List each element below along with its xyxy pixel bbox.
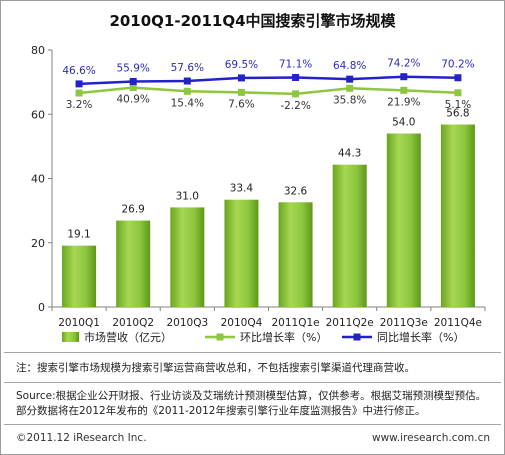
- copyright-text: ©2011.12 iResearch Inc.: [16, 432, 147, 444]
- qoq-point: [237, 88, 245, 96]
- y-axis: 0 20 40 60 80: [31, 44, 53, 314]
- x-tick-label: 2010Q3: [166, 317, 208, 329]
- legend-label-revenue: 市场营收（亿元）: [84, 330, 172, 344]
- yoy-line: [79, 75, 458, 86]
- y-tick-label: 80: [31, 44, 45, 57]
- bar-value-label: 56.8: [446, 108, 469, 120]
- legend-swatch-revenue: [62, 332, 79, 342]
- x-tick-label: 2010Q1: [58, 317, 100, 329]
- note-divider: [4, 382, 501, 383]
- yoy-point: [75, 80, 83, 88]
- x-tick-label: 2011Q2e: [326, 317, 374, 329]
- qoq-point: [346, 84, 354, 92]
- yoy-value-label: 74.2%: [387, 58, 420, 70]
- qoq-value-label: 40.9%: [117, 94, 150, 106]
- bar-2010Q2: [116, 220, 151, 307]
- qoq-point: [75, 89, 83, 97]
- yoy-series: 46.6% 55.9% 57.6% 69.5% 71.1% 64.8% 74.2% 70.2%: [62, 58, 475, 88]
- qoq-series: 3.2% 40.9% 15.4% 7.6% -2.2% 35.8% 21.9% 5.1%: [66, 84, 472, 112]
- yoy-point: [183, 77, 191, 85]
- y-tick-label: 20: [31, 237, 45, 250]
- x-tick-label: 2010Q4: [221, 317, 263, 329]
- legend-label-qoq: 环比增长率（%）: [240, 330, 327, 344]
- legend-item-qoq: 环比增长率（%）: [205, 330, 327, 344]
- yoy-value-label: 57.6%: [171, 62, 204, 74]
- bar-value-label: 33.4: [230, 183, 254, 195]
- bar-value-label: 19.1: [67, 229, 90, 241]
- legend-marker-qoq: [216, 333, 224, 341]
- legend-label-yoy: 同比增长率（%）: [377, 330, 464, 344]
- qoq-value-label: -2.2%: [280, 100, 310, 112]
- qoq-value-label: 5.1%: [445, 99, 472, 111]
- bar-2011Q3e: [386, 133, 421, 307]
- legend-marker-yoy: [353, 333, 361, 341]
- chart-title: 2010Q1-2011Q4中国搜索引擎市场规模: [109, 12, 396, 30]
- x-axis: 2010Q1 2010Q2 2010Q3 2010Q4 2011Q1e 2011Q2e 20…: [51, 306, 486, 329]
- yoy-point: [237, 74, 245, 82]
- chart-source: Source:根据企业公开财报、行业访谈及艾瑞统计预测模型估算，仅供参考。根据艾…: [16, 390, 487, 417]
- bar-value-label: 31.0: [176, 190, 199, 202]
- qoq-value-label: 35.8%: [333, 94, 366, 106]
- chart: 0 20 40 60 80 2010Q1 2010Q2 2010Q3 2010Q4 2011Q1…: [31, 44, 486, 344]
- qoq-value-label: 21.9%: [387, 96, 420, 108]
- yoy-value-label: 46.6%: [62, 65, 95, 77]
- x-tick-label: 2011Q1e: [271, 317, 319, 329]
- yoy-value-label: 70.2%: [441, 59, 474, 71]
- bar-value-label: 44.3: [338, 148, 361, 160]
- bar-2010Q1: [62, 245, 97, 307]
- bars: [62, 124, 475, 307]
- bar-2010Q3: [170, 207, 205, 307]
- bar-2010Q4: [224, 199, 259, 307]
- bar-2011Q4e: [440, 124, 475, 307]
- legend-item-revenue: 市场营收（亿元）: [62, 330, 172, 344]
- yoy-value-label: 69.5%: [225, 59, 258, 71]
- bar-value-label: 26.9: [121, 204, 144, 216]
- qoq-line: [78, 86, 458, 96]
- bar-value-label: 32.6: [284, 185, 308, 197]
- yoy-point: [346, 75, 354, 83]
- yoy-point: [454, 74, 462, 82]
- qoq-point: [400, 86, 408, 94]
- legend-item-yoy: 同比增长率（%）: [342, 330, 464, 344]
- qoq-point: [292, 90, 300, 98]
- yoy-point: [292, 74, 300, 82]
- y-tick-label: 40: [31, 173, 45, 186]
- legend: 市场营收（亿元） 环比增长率（%） 同比增长率（%）: [62, 330, 464, 344]
- website-text: www.iresearch.com.cn: [371, 432, 490, 444]
- y-tick-label: 0: [38, 301, 45, 314]
- yoy-value-label: 64.8%: [333, 60, 366, 72]
- qoq-value-label: 7.6%: [228, 98, 255, 110]
- yoy-point: [400, 73, 408, 81]
- footer-divider: [4, 424, 501, 425]
- legend-divider: [4, 352, 501, 353]
- qoq-point: [454, 89, 462, 97]
- yoy-value-label: 55.9%: [117, 62, 150, 74]
- yoy-point: [129, 77, 137, 85]
- x-tick-label: 2010Q2: [112, 317, 154, 329]
- y-tick-label: 60: [31, 108, 45, 121]
- qoq-point: [129, 84, 137, 92]
- chart-note: 注：搜索引擎市场规模为搜索引擎运营商营收总和，不包括搜索引擎渠道代理商营收。: [16, 362, 415, 374]
- qoq-value-label: 3.2%: [66, 99, 93, 111]
- bar-value-label: 54.0: [392, 117, 415, 129]
- bar-2011Q2e: [332, 164, 367, 307]
- qoq-point: [183, 87, 191, 95]
- qoq-value-label: 15.4%: [171, 97, 204, 109]
- x-tick-label: 2011Q4e: [434, 317, 482, 329]
- bar-2011Q1e: [278, 202, 313, 307]
- x-tick-label: 2011Q3e: [380, 317, 428, 329]
- bar-value-labels: 19.1 26.9 31.0 33.4 32.6 44.3 54.0 56.8: [67, 108, 469, 241]
- yoy-value-label: 71.1%: [279, 59, 312, 71]
